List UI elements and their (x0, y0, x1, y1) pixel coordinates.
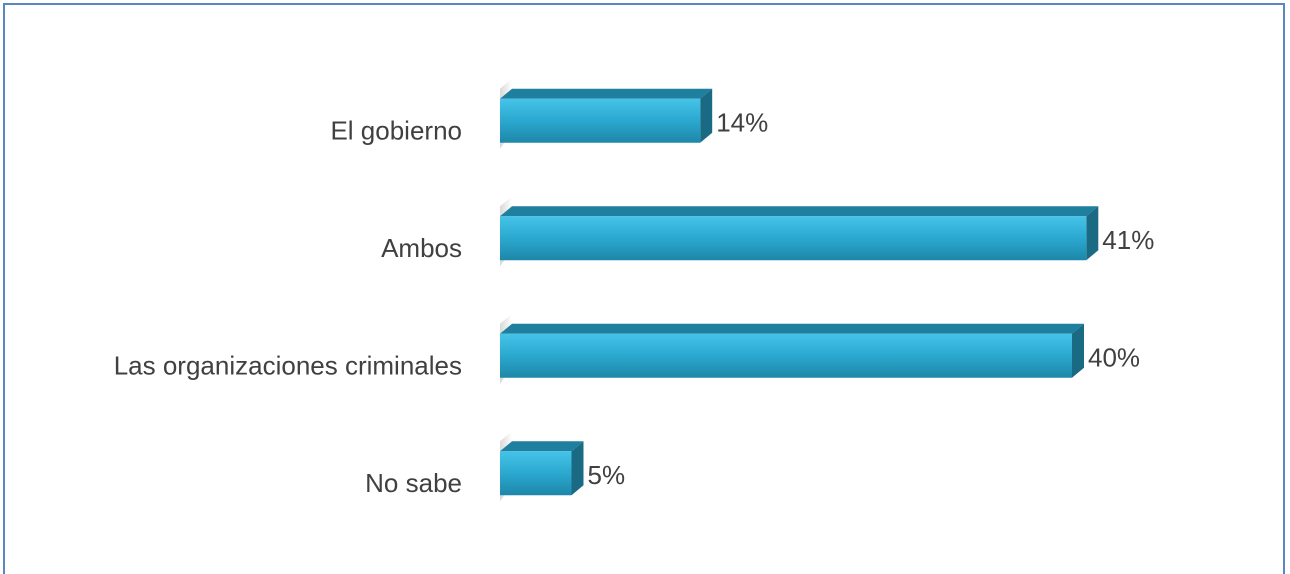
bar-top (500, 206, 1099, 217)
value-label: 14% (716, 108, 768, 138)
bar-side (1086, 206, 1099, 261)
category-label: Ambos (381, 233, 462, 263)
category-label: El gobierno (330, 116, 462, 146)
chart-frame (3, 3, 1285, 574)
value-label: 41% (1102, 225, 1154, 255)
bar-side (700, 88, 713, 143)
bar (500, 216, 1087, 261)
bar-side (571, 441, 584, 496)
bar (500, 98, 701, 143)
bar-top (500, 323, 1084, 334)
bar-top (500, 88, 713, 99)
bar (500, 333, 1072, 378)
value-label: 40% (1088, 343, 1140, 373)
category-label: Las organizaciones criminales (114, 351, 462, 381)
category-label: No sabe (365, 468, 462, 498)
bar-top (500, 441, 584, 452)
bar (500, 451, 572, 496)
value-label: 5% (588, 460, 626, 490)
bar-side (1072, 323, 1084, 378)
